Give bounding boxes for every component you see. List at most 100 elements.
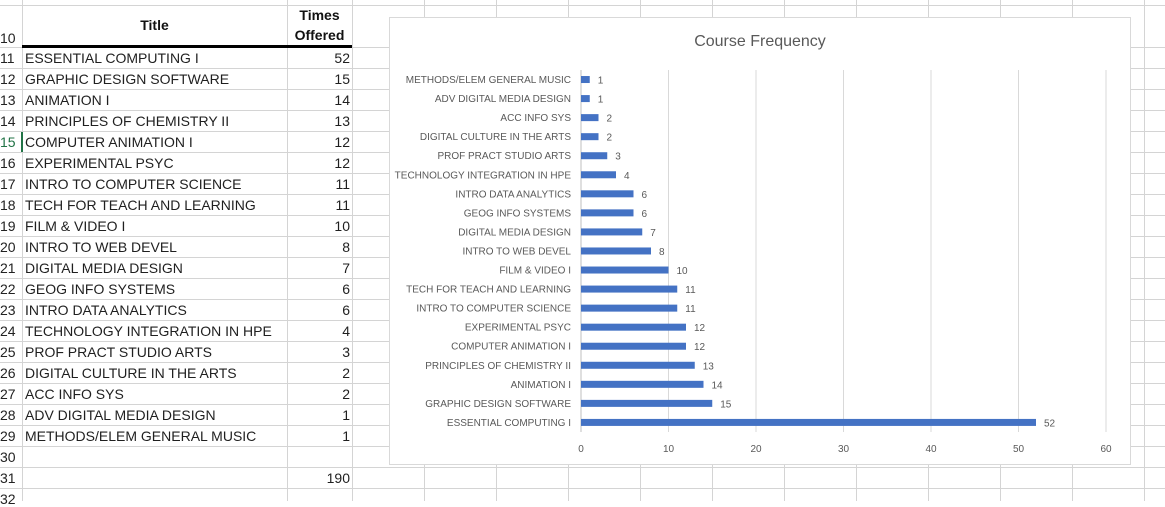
- bar[interactable]: [581, 361, 695, 369]
- data-label: 10: [677, 266, 689, 277]
- cell-title[interactable]: EXPERIMENTAL PSYC: [25, 155, 174, 171]
- y-category-label: ACC INFO SYS: [500, 113, 571, 124]
- data-label: 8: [659, 247, 665, 258]
- cell-title[interactable]: DIGITAL CULTURE IN THE ARTS: [25, 365, 237, 381]
- row-number[interactable]: 15: [0, 134, 16, 150]
- cell-title[interactable]: GEOG INFO SYSTEMS: [25, 281, 176, 297]
- cell-title[interactable]: DIGITAL MEDIA DESIGN: [25, 260, 183, 276]
- active-cell-indicator: [21, 132, 23, 152]
- bar[interactable]: [581, 266, 669, 274]
- row-number[interactable]: 10: [0, 30, 16, 46]
- y-category-label: DIGITAL MEDIA DESIGN: [458, 227, 571, 238]
- chart-course-frequency[interactable]: Course Frequency 0 10 20 30 40 50 60 ESSENTIAL …: [389, 17, 1131, 465]
- cell-title[interactable]: COMPUTER ANIMATION I: [25, 134, 193, 150]
- cell-times-offered[interactable]: 11: [335, 197, 350, 213]
- row-number[interactable]: 22: [0, 281, 16, 297]
- bar[interactable]: [581, 285, 678, 293]
- cell-times-offered[interactable]: 2: [342, 365, 350, 381]
- y-category-label: ADV DIGITAL MEDIA DESIGN: [435, 94, 571, 105]
- cell-times-offered[interactable]: 13: [334, 113, 350, 129]
- row-number[interactable]: 11: [0, 50, 15, 66]
- cell-times-offered[interactable]: 12: [334, 134, 350, 150]
- cell-times-offered[interactable]: 8: [342, 239, 350, 255]
- cell-times-offered[interactable]: 6: [342, 281, 350, 297]
- bar[interactable]: [581, 95, 590, 103]
- cell-times-offered[interactable]: 3: [342, 344, 350, 360]
- bar[interactable]: [581, 209, 634, 217]
- row-number[interactable]: 29: [0, 428, 16, 444]
- x-tick-label: 10: [663, 444, 675, 455]
- cell-times-offered[interactable]: 1: [342, 407, 350, 423]
- cell-title[interactable]: TECH FOR TEACH AND LEARNING: [25, 197, 256, 213]
- cell-title[interactable]: PRINCIPLES OF CHEMISTRY II: [25, 113, 230, 129]
- bar[interactable]: [581, 304, 678, 312]
- bar[interactable]: [581, 380, 704, 388]
- row-number[interactable]: 19: [0, 218, 16, 234]
- row-number[interactable]: 31: [0, 470, 16, 486]
- bar[interactable]: [581, 76, 590, 84]
- column-gridline: [1144, 0, 1145, 501]
- row-number[interactable]: 21: [0, 260, 16, 276]
- row-number[interactable]: 30: [0, 449, 16, 465]
- row-number[interactable]: 26: [0, 365, 16, 381]
- row-number[interactable]: 32: [0, 491, 16, 507]
- row-number[interactable]: 16: [0, 155, 16, 171]
- bar[interactable]: [581, 133, 599, 141]
- row-number[interactable]: 12: [0, 71, 16, 87]
- cell-title[interactable]: FILM & VIDEO I: [25, 218, 126, 234]
- cell-times-offered[interactable]: 15: [334, 71, 350, 87]
- row-number[interactable]: 18: [0, 197, 16, 213]
- header-times-offered-line1: Times: [299, 7, 340, 23]
- cell-title[interactable]: INTRO TO WEB DEVEL: [25, 239, 177, 255]
- column-gridline: [352, 0, 353, 501]
- row-number[interactable]: 27: [0, 386, 16, 402]
- bar[interactable]: [581, 342, 686, 350]
- data-label: 15: [720, 399, 732, 410]
- y-category-label: COMPUTER ANIMATION I: [451, 342, 571, 353]
- bar[interactable]: [581, 152, 608, 160]
- cell-times-offered[interactable]: 1: [342, 428, 350, 444]
- cell-title[interactable]: ACC INFO SYS: [25, 386, 124, 402]
- cell-times-offered[interactable]: 4: [342, 323, 350, 339]
- bar[interactable]: [581, 247, 651, 255]
- row-number[interactable]: 28: [0, 407, 16, 423]
- cell-title[interactable]: INTRO TO COMPUTER SCIENCE: [25, 176, 242, 192]
- bar[interactable]: [581, 190, 634, 198]
- cell-title[interactable]: ADV DIGITAL MEDIA DESIGN: [25, 407, 216, 423]
- cell-title[interactable]: ESSENTIAL COMPUTING I: [25, 50, 199, 66]
- bar[interactable]: [581, 323, 686, 331]
- bar[interactable]: [581, 171, 616, 179]
- cell-times-offered[interactable]: 14: [334, 92, 350, 108]
- data-label: 11: [685, 285, 696, 296]
- cell-title[interactable]: ANIMATION I: [25, 92, 110, 108]
- cell-title[interactable]: PROF PRACT STUDIO ARTS: [25, 344, 212, 360]
- cell-times-offered[interactable]: 10: [334, 218, 350, 234]
- header-title: Title: [140, 17, 169, 33]
- row-number[interactable]: 13: [0, 92, 16, 108]
- cell-times-offered[interactable]: 2: [342, 386, 350, 402]
- row-gridline: [0, 467, 1165, 468]
- row-number[interactable]: 25: [0, 344, 16, 360]
- column-gridline: [22, 0, 23, 501]
- bar[interactable]: [581, 399, 713, 407]
- cell-title[interactable]: METHODS/ELEM GENERAL MUSIC: [25, 428, 257, 444]
- cell-title[interactable]: INTRO DATA ANALYTICS: [25, 302, 187, 318]
- row-number[interactable]: 23: [0, 302, 16, 318]
- row-number[interactable]: 17: [0, 176, 16, 192]
- cell-times-offered[interactable]: 190: [326, 470, 350, 486]
- row-number[interactable]: 24: [0, 323, 16, 339]
- cell-times-offered[interactable]: 52: [334, 50, 350, 66]
- bar[interactable]: [581, 114, 599, 122]
- row-number[interactable]: 20: [0, 239, 16, 255]
- cell-title[interactable]: TECHNOLOGY INTEGRATION IN HPE: [25, 323, 272, 339]
- cell-times-offered[interactable]: 12: [334, 155, 350, 171]
- cell-title[interactable]: GRAPHIC DESIGN SOFTWARE: [25, 71, 230, 87]
- cell-times-offered[interactable]: 11: [335, 176, 350, 192]
- y-category-label: PROF PRACT STUDIO ARTS: [437, 151, 571, 162]
- bar[interactable]: [581, 228, 643, 236]
- bar[interactable]: [581, 418, 1036, 426]
- cell-times-offered[interactable]: 7: [342, 260, 350, 276]
- cell-times-offered[interactable]: 6: [342, 302, 350, 318]
- header-border: [22, 45, 352, 48]
- row-number[interactable]: 14: [0, 113, 16, 129]
